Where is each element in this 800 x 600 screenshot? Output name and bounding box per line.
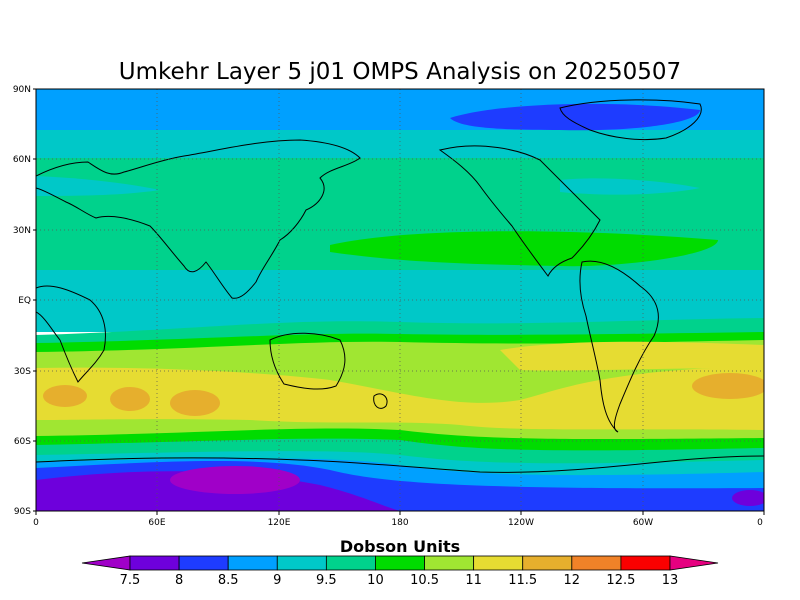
ozone-field [36, 89, 764, 511]
colorbar-segment [571, 555, 622, 571]
colorbar-segment [227, 555, 278, 571]
map-title: Umkehr Layer 5 j01 OMPS Analysis on 2025… [119, 59, 681, 85]
antarctica-outline [36, 455, 764, 473]
lon-axis: 0 60E 120E 180 120W 60W 0 [33, 511, 765, 528]
colorbar-segment [276, 555, 327, 571]
purple-patch-east [732, 490, 764, 506]
colorbar-segment [669, 555, 719, 571]
colorbar-tick-label: 10.5 [410, 573, 439, 588]
colorbar-tick-label: 8 [175, 573, 183, 588]
lat-axis: 90N 60N 30N EQ 30S 60S 90S [13, 85, 36, 517]
colorbar-tick-label: 13 [662, 573, 679, 588]
south-america-outline [579, 260, 659, 433]
arctic-low [450, 103, 700, 131]
colorbar: 7.5 8 8.5 9 9.5 10 10.5 11 11.5 12 12.5 13 [81, 555, 719, 588]
lat-tick-label: 60S [14, 437, 31, 447]
orange-patch-4 [692, 373, 764, 399]
colorbar-tick-label: 12 [564, 573, 581, 588]
lat-tick-label: 90N [13, 85, 31, 95]
orange-patch-3 [170, 390, 220, 416]
lat-tick-label: 30S [14, 367, 31, 377]
yellow-patch-atlantic [500, 341, 764, 371]
lat-tick-label: 30N [13, 226, 31, 236]
colorbar-tick-label: 9.5 [316, 573, 337, 588]
colorbar-segment [620, 555, 671, 571]
colorbar-tick-label: 8.5 [218, 573, 239, 588]
orange-patch-2 [110, 387, 150, 411]
lon-tick-label: 0 [33, 518, 39, 528]
colorbar-segment [473, 555, 524, 571]
purple-minimum [170, 466, 300, 494]
coastlines [36, 99, 764, 473]
africa-outline [36, 285, 106, 383]
colorbar-segment [129, 555, 180, 571]
cyan-patch-europe [36, 176, 160, 196]
lon-tick-label: 60E [148, 518, 165, 528]
lat-tick-label: 60N [13, 155, 31, 165]
north-america-outline [438, 145, 601, 277]
lon-tick-label: 120W [508, 518, 534, 528]
australia-outline [269, 332, 346, 390]
cyan-patch-na [560, 178, 700, 195]
colorbar-title: Dobson Units [340, 537, 460, 556]
cyan-patch-west [36, 115, 230, 130]
eurasia-outline [36, 139, 361, 299]
colorbar-segment [325, 555, 376, 571]
lon-tick-label: 120E [268, 518, 291, 528]
colorbar-segment [81, 555, 131, 571]
lon-tick-label: 180 [391, 518, 408, 528]
colorbar-segment [375, 555, 425, 571]
lon-tick-label: 0 [757, 518, 763, 528]
colorbar-tick-label: 11.5 [508, 573, 537, 588]
colorbar-tick-label: 12.5 [606, 573, 635, 588]
colorbar-segment [522, 555, 573, 571]
greenland-outline [559, 99, 702, 141]
colorbar-tick-label: 9 [273, 573, 281, 588]
orange-patch-1 [43, 385, 87, 407]
colorbar-segment [178, 555, 229, 571]
green-patch-pacific [330, 231, 718, 267]
lat-tick-label: 90S [14, 507, 31, 517]
lon-tick-label: 60W [633, 518, 653, 528]
colorbar-tick-label: 7.5 [120, 573, 141, 588]
new-zealand-outline [373, 393, 388, 409]
grid-lines [36, 89, 764, 511]
colorbar-segment [424, 555, 475, 571]
lat-tick-label: EQ [18, 296, 31, 306]
colorbar-tick-label: 11 [465, 573, 482, 588]
colorbar-tick-label: 10 [367, 573, 384, 588]
